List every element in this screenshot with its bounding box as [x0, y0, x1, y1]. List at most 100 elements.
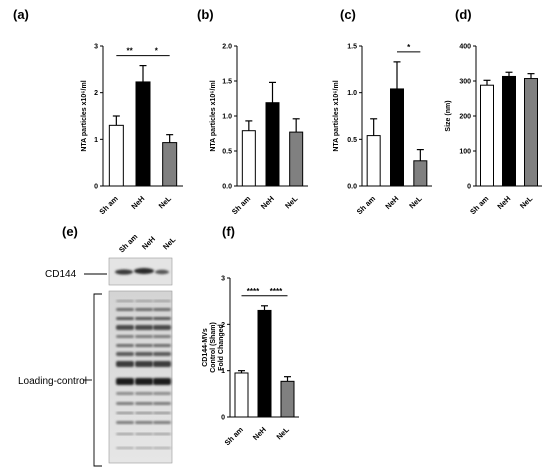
category-label: Sh am	[97, 194, 120, 217]
category-label: Sh am	[223, 425, 246, 448]
category-label: NeL	[407, 194, 424, 211]
y-tick-label: 0	[467, 184, 471, 191]
y-tick-label: 1.0	[347, 90, 357, 97]
chart-f: 0 1 2 3 CD144-MVs Control (Sham) Fold Changed S…	[202, 276, 299, 448]
significance-label: *	[155, 47, 159, 56]
loading-band	[135, 378, 153, 385]
y-tick-label: 200	[459, 114, 471, 121]
loading-band	[153, 300, 171, 302]
panel-letter-d: (d)	[455, 7, 472, 22]
category-label: NeH	[495, 194, 512, 211]
significance-label: **	[127, 47, 134, 56]
significance-label: ****	[247, 287, 260, 296]
panel-letter-b: (b)	[197, 7, 214, 22]
blot-lane-label-neh: NeH	[140, 234, 157, 251]
y-tick-label: 0	[94, 184, 98, 191]
loading-band	[116, 421, 134, 424]
loading-control-blot	[108, 290, 173, 464]
loading-band	[116, 352, 134, 356]
chart-d: 0 100 200 300 400 Size (nm) Sh am NeH NeL	[445, 44, 542, 217]
loading-band	[153, 433, 171, 435]
loading-band	[116, 402, 134, 405]
loading-band	[153, 447, 171, 449]
loading-band	[153, 412, 171, 414]
category-label: NeL	[275, 425, 292, 442]
loading-band	[153, 361, 171, 367]
y-tick-label: 0.5	[222, 149, 232, 156]
chart-c: 0.0 0.5 1.0 1.5 NTA particles x10⁶/ml Sh am Ne…	[333, 43, 432, 216]
significance-label: ****	[270, 287, 283, 296]
y-tick-label: 1.0	[222, 114, 232, 121]
loading-band	[135, 352, 153, 356]
bar-neh	[135, 81, 151, 187]
category-label: NeL	[283, 194, 300, 211]
bar-sham	[366, 135, 381, 187]
loading-band	[116, 378, 134, 385]
loading-band	[135, 308, 153, 311]
y-axis-label-line: Fold Changed	[218, 324, 225, 371]
y-tick-label: 2	[94, 90, 98, 97]
bar-nel	[413, 160, 428, 187]
loading-band	[116, 447, 134, 449]
y-axis-label-line: Control (Sham)	[210, 322, 217, 373]
cd144-label: CD144	[45, 269, 77, 280]
bar-sham	[241, 130, 256, 187]
cd144-band-nel	[155, 269, 169, 275]
y-tick-label: 300	[459, 79, 471, 86]
loading-band	[135, 344, 153, 347]
y-tick-label: 2.0	[222, 44, 232, 51]
panel-letter-f: (f)	[222, 224, 235, 239]
bar-sham	[108, 124, 124, 187]
loading-band	[135, 335, 153, 338]
loading-band	[116, 300, 134, 302]
bar-nel	[280, 380, 295, 418]
loading-band	[135, 361, 153, 367]
loading-band	[116, 308, 134, 311]
significance-label: *	[407, 43, 411, 52]
y-tick-label: 2	[221, 322, 225, 329]
loading-band	[116, 433, 134, 435]
loading-band	[135, 421, 153, 424]
category-label: Sh am	[355, 194, 378, 217]
chart-b: 0.0 0.5 1.0 1.5 2.0 NTA particles x10⁶/ml Sh a…	[210, 44, 308, 217]
y-tick-label: 0	[221, 415, 225, 422]
bar-nel	[162, 142, 178, 187]
y-tick-label: 100	[459, 149, 471, 156]
cd144-band-neh	[134, 268, 154, 274]
bar-neh	[265, 102, 280, 187]
y-tick-label: 400	[459, 44, 471, 51]
loading-band	[135, 412, 153, 414]
bar-sham	[480, 84, 494, 187]
y-tick-label: 1	[94, 137, 98, 144]
y-axis-label: Size (nm)	[445, 100, 452, 131]
loading-control-bracket	[93, 293, 102, 467]
loading-control-bands	[116, 300, 171, 449]
y-tick-label: 3	[94, 44, 98, 51]
loading-band	[135, 300, 153, 302]
loading-band	[135, 433, 153, 435]
loading-band	[153, 421, 171, 424]
y-axis-label: NTA particles x10⁶/ml	[333, 80, 340, 151]
category-label: NeL	[157, 194, 174, 211]
bar-nel	[289, 131, 304, 187]
bar-neh	[390, 88, 404, 187]
loading-band	[116, 361, 134, 367]
loading-band	[135, 447, 153, 449]
loading-band	[135, 317, 153, 320]
loading-band	[116, 412, 134, 414]
category-label: Sh am	[468, 194, 491, 217]
panel-letter-c: (c)	[340, 7, 356, 22]
category-label: NeH	[251, 425, 268, 442]
loading-band	[135, 392, 153, 395]
y-tick-label: 1.5	[222, 79, 232, 86]
bar-sham	[234, 372, 249, 418]
category-label: Sh am	[230, 194, 253, 217]
loading-band	[153, 402, 171, 405]
loading-band	[135, 325, 153, 330]
loading-band	[153, 378, 171, 385]
blot-lane-label-sham: Sh am	[117, 232, 140, 255]
y-axis-label: NTA particles x10⁶/ml	[81, 80, 88, 151]
y-axis-label-line: CD144-MVs	[202, 328, 209, 367]
